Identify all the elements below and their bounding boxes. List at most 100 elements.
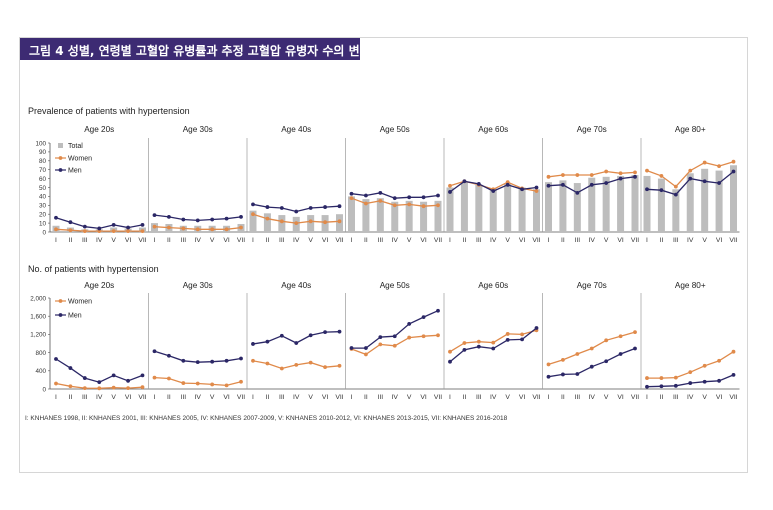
x-tick-label: III: [180, 237, 186, 244]
x-tick-label: II: [561, 237, 565, 244]
point-women: [140, 385, 145, 390]
x-tick-label: VII: [138, 237, 146, 244]
point-women: [97, 229, 102, 234]
x-tick-label: III: [377, 237, 383, 244]
x-tick-label: VII: [237, 237, 245, 244]
legend-label-men: Men: [68, 167, 82, 174]
line-men: [55, 358, 143, 383]
x-tick-label: V: [407, 237, 412, 244]
x-tick-label: VI: [322, 394, 329, 401]
bar-total: [533, 189, 540, 232]
point-men: [448, 359, 452, 364]
point-men: [126, 378, 130, 383]
point-men: [364, 193, 368, 198]
x-tick-label: IV: [687, 394, 694, 401]
point-women: [673, 375, 678, 380]
point-women: [323, 220, 327, 225]
point-women: [251, 212, 255, 217]
point-men: [251, 202, 255, 207]
x-tick-label: VI: [519, 237, 526, 244]
point-men: [534, 185, 539, 190]
panel-label: Age 70s: [577, 125, 607, 134]
point-men: [392, 196, 397, 201]
panel-label: Age 20s: [84, 281, 114, 290]
point-men: [520, 337, 524, 342]
panel-label: Age 60s: [478, 125, 508, 134]
point-men: [210, 359, 215, 364]
y-tick-label: 1,200: [30, 332, 46, 339]
point-men: [604, 359, 609, 364]
point-women: [645, 376, 649, 380]
point-women: [181, 381, 186, 385]
point-women: [152, 224, 157, 229]
x-tick-label: II: [167, 237, 171, 244]
point-men: [505, 182, 510, 187]
chart1-title: Prevalence of patients with hypertension: [28, 106, 190, 116]
x-tick-label: V: [111, 237, 116, 244]
x-tick-label: VII: [729, 394, 737, 401]
point-women: [294, 221, 299, 226]
y-tick-label: 70: [39, 167, 47, 174]
point-men: [645, 384, 649, 389]
x-tick-label: VII: [434, 394, 442, 401]
point-women: [618, 171, 623, 176]
point-women: [448, 183, 452, 188]
point-men: [224, 358, 229, 363]
point-men: [505, 337, 510, 342]
bar-total: [686, 173, 694, 232]
point-men: [688, 176, 693, 181]
point-women: [421, 334, 426, 339]
point-women: [111, 385, 116, 390]
point-women: [534, 189, 539, 193]
point-women: [407, 202, 412, 207]
panel-label: Age 60s: [478, 281, 508, 290]
point-women: [308, 219, 313, 224]
point-men: [140, 373, 145, 378]
x-tick-label: III: [82, 394, 88, 401]
point-women: [210, 227, 215, 232]
x-tick-label: VI: [617, 394, 624, 401]
point-men: [152, 349, 157, 354]
title-bar: [20, 38, 360, 60]
x-tick-label: V: [505, 237, 510, 244]
bar-total: [518, 187, 526, 232]
point-men: [589, 364, 594, 369]
bar-total: [602, 176, 610, 232]
x-tick-label: VI: [223, 394, 230, 401]
x-tick-label: VI: [519, 394, 526, 401]
point-women: [633, 330, 637, 335]
point-women: [337, 219, 342, 224]
bar-total: [391, 201, 399, 232]
legend-label-total: Total: [68, 143, 83, 150]
x-tick-label: IV: [490, 237, 497, 244]
x-tick-label: IV: [96, 394, 103, 401]
x-tick-label: VI: [125, 237, 132, 244]
point-women: [717, 164, 721, 169]
bar-total: [405, 200, 413, 232]
bar-total: [559, 180, 567, 232]
point-men: [82, 224, 87, 229]
legend-label-men: Men: [68, 312, 82, 319]
x-tick-label: III: [673, 394, 679, 401]
point-men: [167, 353, 171, 358]
point-women: [181, 226, 186, 231]
point-women: [167, 225, 171, 230]
point-women: [364, 352, 368, 357]
point-women: [152, 375, 157, 380]
x-tick-label: VI: [716, 237, 723, 244]
point-women: [520, 332, 524, 337]
legend-marker-men: [58, 168, 63, 172]
point-men: [659, 188, 664, 193]
figure-title: 그림 4 성별, 연령별 고혈압 유병률과 추정 고혈압 유병자 수의 변화17…: [29, 44, 384, 58]
x-tick-label: V: [210, 237, 215, 244]
x-tick-label: IV: [392, 237, 399, 244]
point-men: [279, 333, 284, 338]
point-men: [436, 193, 440, 198]
point-women: [702, 160, 707, 165]
point-men: [82, 376, 87, 380]
x-tick-label: II: [69, 237, 73, 244]
point-men: [421, 195, 426, 200]
point-men: [140, 222, 145, 227]
point-women: [546, 174, 551, 179]
panel-label: Age 50s: [380, 281, 410, 290]
